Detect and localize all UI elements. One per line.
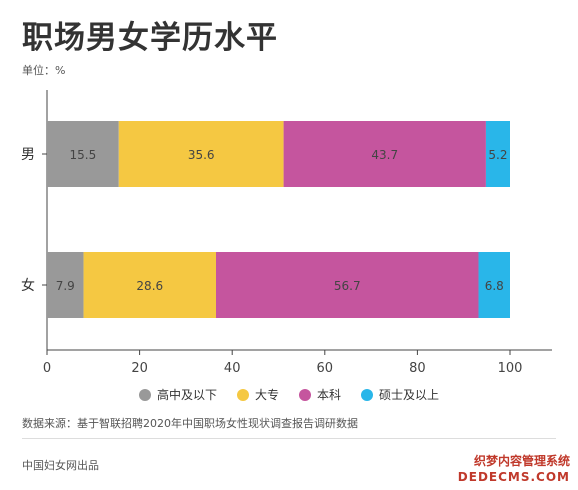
data-label: 7.9 xyxy=(56,279,75,293)
legend-item: 高中及以下 xyxy=(138,386,217,403)
y-category-label: 男 xyxy=(21,147,35,163)
x-tick-label: 20 xyxy=(131,361,148,376)
data-label: 56.7 xyxy=(334,279,361,293)
legend-swatch xyxy=(236,388,249,401)
x-tick-label: 100 xyxy=(498,361,523,376)
bar-segment xyxy=(478,252,510,318)
legend-item: 本科 xyxy=(299,386,341,403)
x-tick-label: 0 xyxy=(43,361,51,376)
legend-swatch xyxy=(138,388,151,401)
data-source-note: 数据来源：基于智联招聘2020年中国职场女性现状调查报告调研数据 xyxy=(22,417,358,430)
legend-item: 硕士及以上 xyxy=(361,386,439,403)
chart-legend: 高中及以下 大专 本科 硕士及以上 xyxy=(0,386,578,403)
footer-divider xyxy=(22,438,556,439)
stacked-bar-chart: 0 20 40 60 80 100 男 15.5 35.6 43.7 5.2 女 7.9 28.6 56.7… xyxy=(21,90,552,376)
bar-segment xyxy=(215,252,479,318)
legend-label: 本科 xyxy=(317,388,342,402)
bar-segment xyxy=(83,252,216,318)
data-label: 28.6 xyxy=(136,279,163,293)
watermark: 织梦内容管理系统 DEDECMS.COM xyxy=(458,453,570,485)
legend-label: 硕士及以上 xyxy=(379,388,440,402)
unit-label: 单位：% xyxy=(22,64,66,77)
legend-swatch xyxy=(299,388,311,401)
bar-segment xyxy=(118,121,284,187)
watermark-line2: DEDECMS.COM xyxy=(457,470,570,484)
data-label: 43.7 xyxy=(371,148,398,162)
legend-label: 高中及以下 xyxy=(156,388,217,402)
data-label: 35.6 xyxy=(188,148,215,162)
bar-segment xyxy=(47,252,84,318)
y-category-label: 女 xyxy=(21,277,35,294)
x-tick-label: 40 xyxy=(224,361,241,376)
legend-swatch xyxy=(361,388,374,401)
data-label: 5.2 xyxy=(488,148,507,162)
legend-item: 大专 xyxy=(236,386,279,403)
data-label: 6.8 xyxy=(485,279,504,293)
chart-title: 职场男女学历水平 xyxy=(22,20,278,56)
bar-segment xyxy=(283,121,486,187)
publisher-credit: 中国妇女网出品 xyxy=(22,459,99,472)
data-label: 15.5 xyxy=(70,148,97,162)
bar-segment xyxy=(485,121,510,187)
legend-label: 大专 xyxy=(254,388,279,402)
bar-segment xyxy=(47,121,119,187)
x-tick-label: 60 xyxy=(317,361,334,376)
watermark-line1: 织梦内容管理系统 xyxy=(473,454,570,468)
x-tick-label: 80 xyxy=(409,361,426,376)
